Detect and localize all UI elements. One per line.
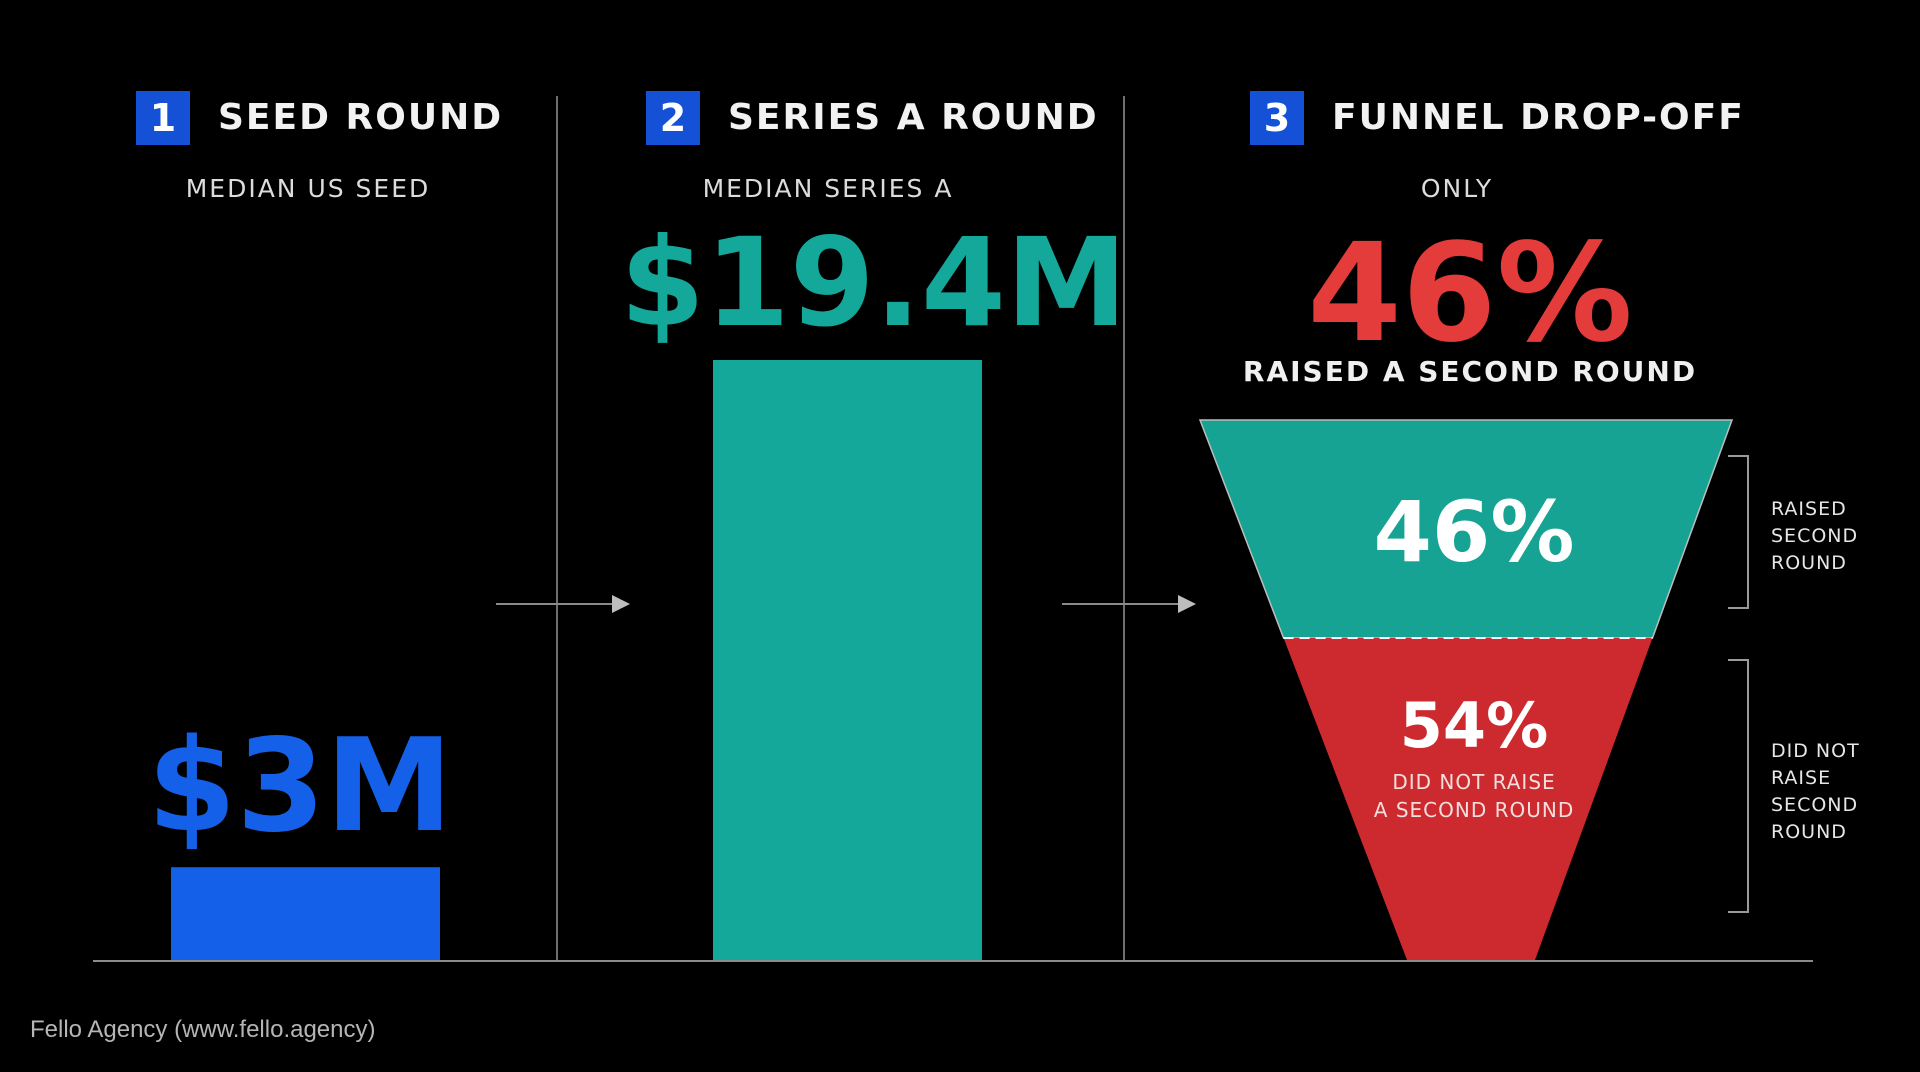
divider-1 <box>556 96 558 962</box>
highlight-caption: RAISED A SECOND ROUND <box>1242 355 1698 388</box>
bar-data-label-seed: $3M <box>147 712 453 862</box>
bar-series-a <box>713 360 982 960</box>
section-1-number-badge: 1 <box>136 91 190 145</box>
side-label-not-raised: DID NOT RAISE SECOND ROUND <box>1771 740 1860 843</box>
baseline <box>93 960 1813 962</box>
funnel-raised-value: 46% <box>1373 483 1575 581</box>
divider-2 <box>1123 96 1125 962</box>
bar-data-label-series-a: $19.4M <box>620 212 1128 354</box>
section-2-title: SERIES A ROUND <box>728 97 1099 138</box>
funnel-brackets <box>1728 455 1749 913</box>
footer-credit: Fello Agency (www.fello.agency) <box>30 1016 376 1043</box>
section-2-subtitle: MEDIAN SERIES A <box>702 174 954 203</box>
funnel-segment-not-raised <box>1283 638 1653 960</box>
section-1-title: SEED ROUND <box>218 97 504 138</box>
section-3-subtitle: ONLY <box>1420 174 1494 203</box>
highlight-percentage: 46% <box>1307 215 1633 373</box>
funnel-not-raised-label-line1: DID NOT RAISE <box>1392 770 1556 794</box>
section-2-number-badge: 2 <box>646 91 700 145</box>
side-label-raised: RAISED SECOND ROUND <box>1771 498 1859 574</box>
arrow-series-a-to-funnel <box>1062 595 1196 613</box>
arrow-seed-to-series-a <box>496 595 630 613</box>
funnel-not-raised-value: 54% <box>1399 689 1549 762</box>
section-3-title: FUNNEL DROP-OFF <box>1332 97 1745 138</box>
section-3-number-badge: 3 <box>1250 91 1304 145</box>
bar-seed <box>171 867 440 960</box>
section-1-subtitle: MEDIAN US SEED <box>185 174 431 203</box>
funnel-not-raised-label-line2: A SECOND ROUND <box>1373 798 1575 822</box>
